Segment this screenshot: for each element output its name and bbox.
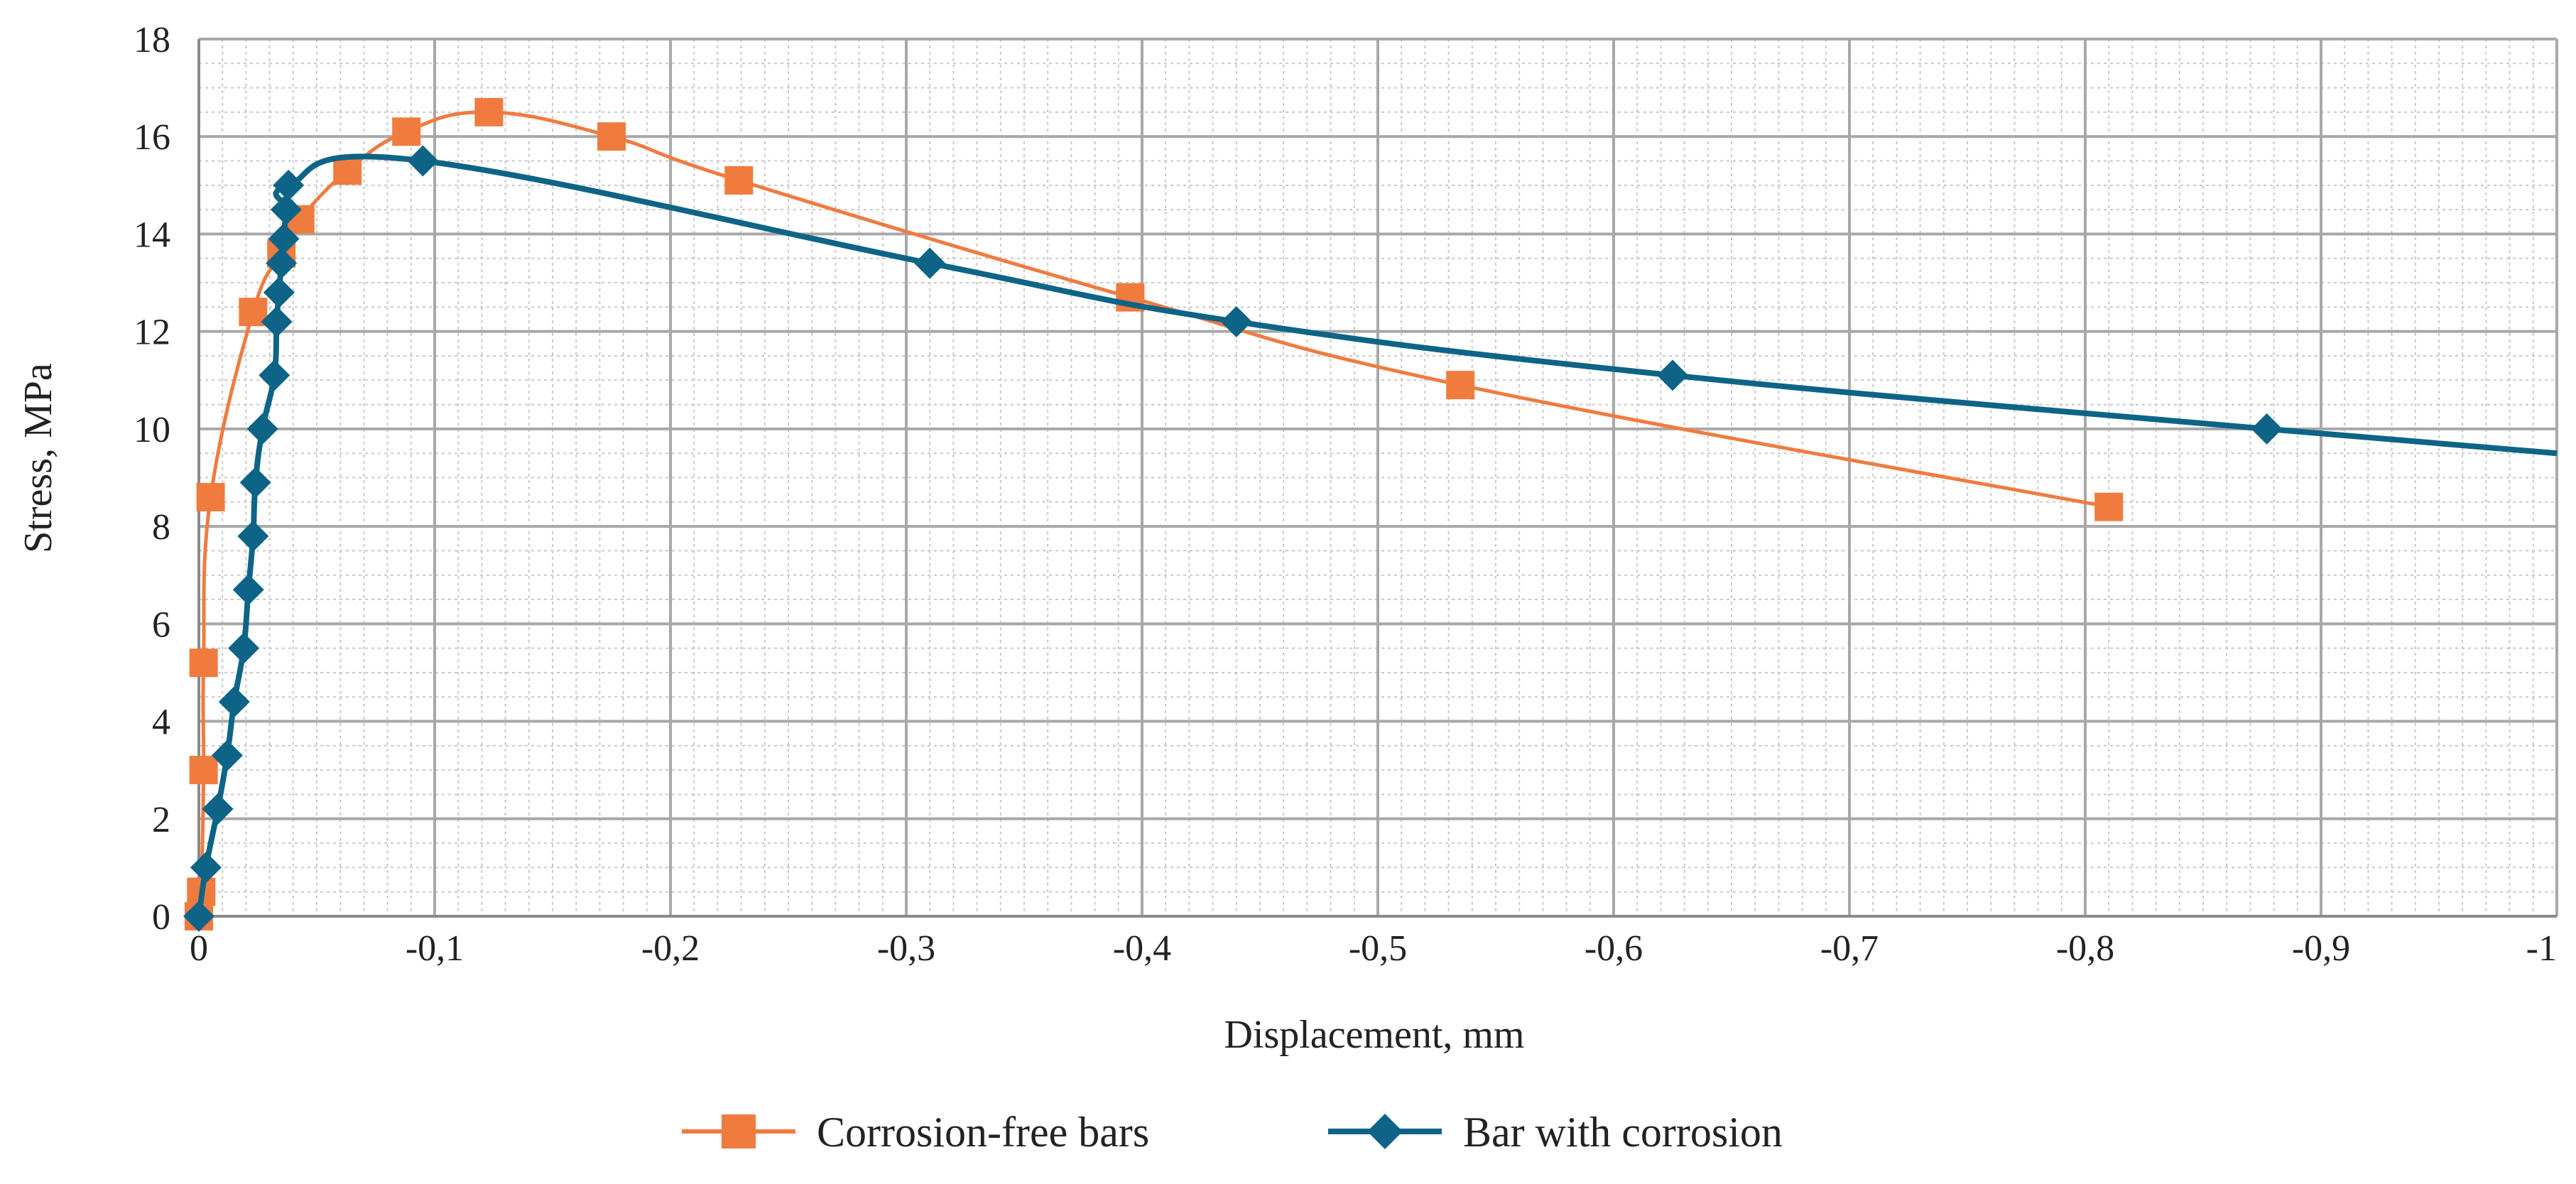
x-tick-label: 0: [190, 928, 208, 969]
data-point-square: [1446, 371, 1475, 400]
data-point-diamond: [407, 145, 439, 177]
data-point-diamond: [1657, 359, 1688, 391]
x-tick-label: -0,2: [641, 928, 700, 969]
data-point-diamond: [232, 574, 264, 606]
y-tick-label: 4: [152, 702, 170, 743]
data-point-diamond: [263, 276, 295, 308]
y-tick-label: 2: [152, 800, 170, 840]
x-tick-label: -0,1: [406, 928, 464, 969]
data-point-square: [333, 156, 362, 185]
data-point-diamond: [266, 247, 298, 279]
data-point-diamond: [246, 413, 278, 445]
data-point-diamond: [202, 793, 234, 825]
data-point-diamond: [259, 359, 290, 391]
y-tick-label: 8: [152, 507, 170, 548]
data-point-diamond: [237, 520, 269, 552]
legend-marker-square: [722, 1114, 756, 1148]
data-point-diamond: [1220, 305, 1252, 337]
data-point-diamond: [211, 739, 243, 771]
data-point-square: [2094, 492, 2124, 521]
data-point-diamond: [270, 194, 302, 226]
y-tick-label: 16: [134, 117, 170, 158]
data-point-square: [189, 648, 218, 678]
x-tick-label: -0,8: [2056, 928, 2114, 969]
data-point-diamond: [190, 852, 222, 884]
y-tick-label: 18: [134, 20, 170, 60]
series-bar-with-corrosion: [183, 145, 2558, 932]
data-point-diamond: [218, 686, 250, 718]
grid: [197, 38, 2558, 918]
legend-marker-diamond: [1367, 1114, 1403, 1149]
x-tick-label: -0,3: [877, 928, 935, 969]
data-point-diamond: [2251, 413, 2283, 445]
data-point-square: [189, 756, 218, 785]
x-tick-label: -0,9: [2292, 928, 2350, 969]
data-point-diamond: [261, 305, 293, 337]
x-tick-label: -0,7: [1820, 928, 1879, 969]
data-point-square: [724, 165, 754, 195]
data-point-square: [196, 482, 225, 511]
data-point-diamond: [273, 169, 305, 201]
legend: Corrosion-free bars Bar with corrosion: [682, 1109, 1783, 1156]
x-axis-title: Displacement, mm: [1224, 1013, 1524, 1057]
y-tick-label: 6: [152, 604, 170, 645]
data-point-diamond: [239, 467, 271, 499]
legend-label-with-corrosion: Bar with corrosion: [1463, 1109, 1783, 1156]
series-layer: [183, 97, 2558, 932]
data-point-diamond: [183, 901, 214, 932]
data-point-square: [392, 117, 421, 146]
y-tick-label: 10: [134, 410, 170, 450]
x-tick-label: -0,4: [1113, 928, 1171, 969]
y-tick-label: 12: [134, 313, 170, 353]
data-point-square: [597, 122, 626, 151]
data-point-diamond: [228, 632, 260, 664]
tick-labels: 0 -0,1 -0,2 -0,3 -0,4 -0,5 -0,6 -0,7 -0,8 -0,9 -1 0…: [134, 20, 2557, 969]
y-tick-label: 14: [134, 214, 170, 255]
legend-label-corrosion-free: Corrosion-free bars: [817, 1109, 1149, 1156]
x-tick-label: -0,5: [1349, 928, 1407, 969]
series-corrosion-free-bars: [185, 97, 2124, 930]
y-axis-title: Stress, MPa: [16, 363, 60, 553]
y-tick-label: 0: [152, 897, 170, 938]
data-point-diamond: [914, 247, 946, 279]
data-point-diamond: [268, 223, 300, 255]
data-point-square: [474, 97, 504, 126]
x-tick-label: -0,6: [1585, 928, 1643, 969]
x-tick-label: -1: [2526, 928, 2557, 969]
